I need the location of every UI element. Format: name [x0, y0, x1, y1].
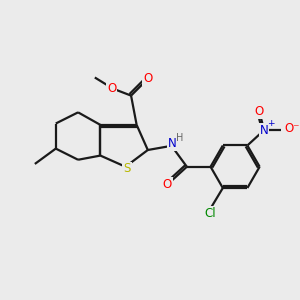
Text: H: H	[176, 133, 183, 143]
Text: O⁻: O⁻	[284, 122, 300, 135]
Text: N: N	[260, 124, 268, 136]
Text: +: +	[267, 119, 275, 128]
Text: N: N	[168, 137, 176, 150]
Text: Cl: Cl	[205, 207, 216, 220]
Text: O: O	[143, 72, 152, 86]
Text: O: O	[107, 82, 116, 95]
Text: S: S	[123, 163, 130, 176]
Text: O: O	[254, 105, 263, 118]
Text: O: O	[163, 178, 172, 191]
